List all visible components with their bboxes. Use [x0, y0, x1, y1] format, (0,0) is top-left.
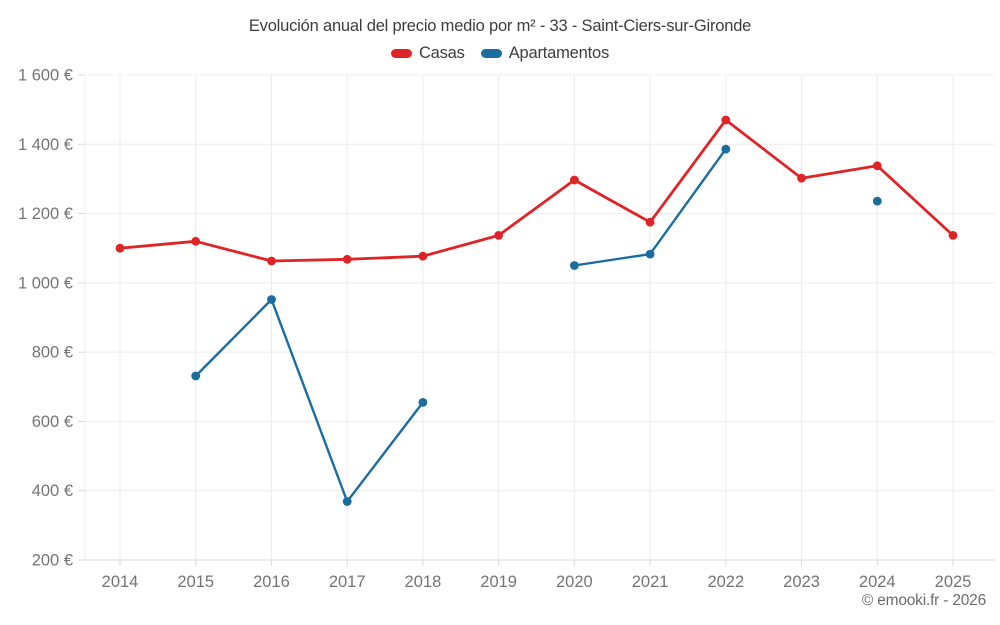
x-tick-label: 2015 [177, 573, 214, 591]
data-point-apartamentos-2016[interactable] [267, 295, 276, 304]
data-point-casas-2018[interactable] [418, 251, 428, 261]
data-point-casas-2021[interactable] [645, 217, 655, 227]
legend-swatch-apartamentos-icon [480, 49, 502, 58]
y-tick-label: 600 € [32, 413, 73, 431]
series-line-casas [118, 118, 955, 263]
x-tick-label: 2014 [102, 573, 139, 591]
data-point-casas-2022[interactable] [721, 115, 731, 125]
data-point-casas-2017[interactable] [342, 254, 352, 264]
data-point-apartamentos-2018[interactable] [418, 398, 428, 407]
data-point-apartamentos-2015[interactable] [191, 371, 201, 381]
x-tick-label: 2020 [556, 573, 593, 591]
x-tick-label: 2023 [783, 573, 820, 591]
y-tick-label: 800 € [32, 344, 73, 362]
data-point-casas-2025[interactable] [948, 231, 958, 240]
x-tick-label: 2017 [329, 573, 366, 591]
copyright-text: © emooki.fr - 2026 [861, 592, 986, 609]
legend-swatch-casas-icon [390, 49, 412, 58]
data-point-casas-2023[interactable] [797, 173, 806, 183]
chart-legend: Casas Apartamentos [0, 44, 1000, 63]
data-point-casas-2020[interactable] [570, 175, 579, 185]
y-tick-label: 200 € [32, 552, 73, 570]
data-point-apartamentos-2020[interactable] [570, 261, 579, 270]
legend-item-casas[interactable]: Casas [390, 44, 465, 63]
x-tick-label: 2022 [707, 573, 744, 591]
legend-label-apartamentos: Apartamentos [508, 44, 610, 62]
legend-item-apartamentos[interactable]: Apartamentos [480, 44, 610, 63]
series-line-apartamentos [196, 149, 878, 501]
data-point-casas-2016[interactable] [267, 256, 276, 266]
data-point-apartamentos-2021[interactable] [645, 249, 655, 259]
data-point-apartamentos-2022[interactable] [721, 144, 731, 154]
y-tick-label: 1 600 € [18, 67, 73, 85]
data-point-apartamentos-2024[interactable] [872, 196, 882, 206]
x-tick-label: 2021 [632, 573, 669, 591]
data-point-casas-2015[interactable] [191, 236, 201, 246]
y-tick-label: 400 € [32, 482, 73, 500]
x-tick-label: 2019 [480, 573, 517, 591]
x-tick-label: 2024 [859, 573, 896, 591]
x-tick-label: 2025 [935, 573, 972, 591]
x-tick-label: 2016 [253, 573, 290, 591]
data-point-casas-2019[interactable] [494, 231, 503, 240]
y-tick-label: 1 000 € [18, 274, 73, 292]
y-tick-label: 1 200 € [18, 205, 73, 223]
y-tick-label: 1 400 € [18, 136, 73, 154]
data-point-apartamentos-2017[interactable] [342, 497, 352, 506]
legend-label-casas: Casas [418, 44, 465, 62]
data-point-casas-2024[interactable] [872, 161, 882, 171]
data-point-casas-2014[interactable] [115, 243, 125, 253]
x-tick-label: 2018 [405, 573, 442, 591]
chart-title: Evolución anual del precio medio por m² … [248, 17, 752, 35]
